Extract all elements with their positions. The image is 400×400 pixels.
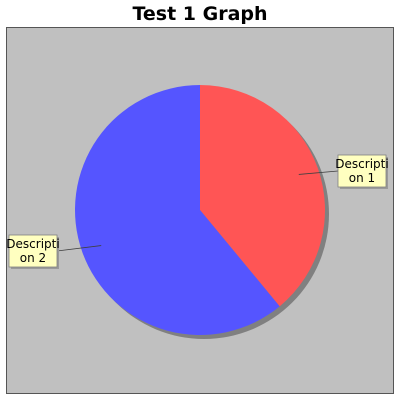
slice-label-box-2 [8,234,58,268]
chart-title: Test 1 Graph [132,3,268,25]
slice-label-2-line-1: Descripti [6,237,59,251]
pie-slice-2[interactable] [75,85,280,335]
pie-slice-1[interactable] [200,85,325,307]
slice-label-1-line-2: on 1 [349,171,375,185]
leader-line-1 [298,170,339,175]
slice-label-2-line-2: on 2 [20,251,46,265]
leader-line-2 [56,245,102,252]
slice-label-1-line-1: Descripti [335,157,388,171]
slice-label-box-1 [337,154,387,188]
